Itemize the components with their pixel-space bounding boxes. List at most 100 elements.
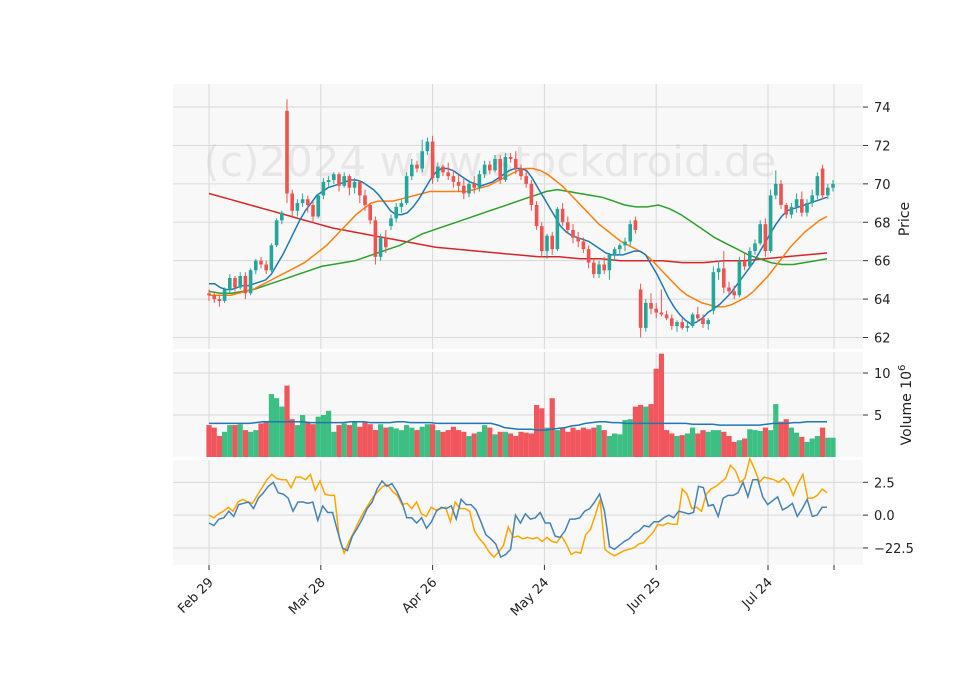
candle-body [508, 156, 513, 159]
candle [254, 258, 258, 275]
volume-bar [518, 431, 524, 457]
candle [300, 193, 305, 207]
candle [389, 214, 393, 230]
candle [831, 180, 835, 192]
volume-bar [476, 431, 482, 457]
volume-bar [362, 421, 368, 457]
volume-bar [346, 425, 352, 457]
candle [758, 220, 762, 246]
candle [649, 293, 653, 315]
candle-body [805, 203, 809, 213]
candle [768, 189, 773, 253]
candle [675, 320, 679, 332]
y-tick-label: 64 [874, 293, 891, 308]
volume-bar [674, 436, 680, 457]
candle-body [768, 195, 773, 252]
candle-body [248, 270, 253, 294]
volume-bar [430, 424, 436, 457]
volume-bar [456, 430, 462, 457]
candle [467, 180, 471, 198]
volume-bar [606, 436, 612, 457]
volume-bar [523, 432, 529, 457]
volume-bar [601, 430, 607, 457]
volume-bar [716, 430, 722, 457]
candle-body [815, 176, 820, 196]
volume-bar [580, 427, 586, 457]
date-tick-label: Mar 28 [286, 575, 329, 618]
candle [404, 172, 409, 205]
candle [560, 203, 565, 227]
volume-bar [237, 424, 243, 457]
candle [534, 201, 539, 230]
candle-body [420, 151, 424, 169]
volume-bar [544, 427, 550, 457]
candle-body [342, 176, 346, 186]
volume-bar [627, 419, 633, 457]
volume-bar [695, 433, 701, 457]
indicator-lines [208, 456, 828, 559]
volume-bar [679, 435, 685, 457]
candle [326, 176, 331, 188]
volume-bar [367, 424, 373, 457]
volume-bar [820, 427, 826, 457]
volume-bar [320, 415, 326, 457]
candle [748, 247, 752, 269]
candle-body [311, 204, 315, 217]
candle-body [586, 249, 591, 263]
candle-body [321, 181, 326, 196]
date-axis: Feb 29 Mar 28 Apr 26 May 24 Jun 25 Jul 24 [175, 565, 835, 619]
candle [800, 191, 804, 217]
y-tick-label: 66 [874, 255, 891, 270]
candle [566, 216, 570, 234]
volume-bar [393, 428, 399, 457]
volume-bar [554, 430, 560, 457]
candle-body [243, 276, 248, 294]
candle [623, 237, 627, 252]
date-tick-label: Apr 26 [399, 575, 440, 616]
candle [597, 260, 601, 278]
candle [488, 160, 492, 175]
volume-bar [227, 425, 233, 457]
candle-body [217, 299, 222, 301]
y-tick-label: 62 [874, 331, 891, 346]
candle [394, 203, 398, 223]
candle-body [238, 276, 242, 288]
candle [269, 243, 274, 273]
volume-bar [814, 436, 820, 457]
volume-bar [211, 427, 217, 457]
candle-body [696, 314, 700, 319]
candle-body [519, 168, 523, 177]
volume-bar [658, 353, 664, 457]
candle [716, 260, 721, 280]
volume-bar [326, 410, 332, 457]
candle [378, 233, 383, 261]
candle [664, 310, 669, 321]
volume-bar [757, 430, 763, 457]
volume-bar [258, 423, 264, 457]
volume-bar [409, 427, 415, 457]
date-tick-label: May 24 [508, 575, 552, 619]
volume-bar [700, 430, 706, 457]
candle [259, 256, 263, 269]
candle-body [716, 268, 721, 273]
candle-body [545, 235, 549, 252]
volume-bar [742, 438, 748, 457]
candle-body [451, 176, 456, 182]
candle-body [212, 295, 216, 300]
candle [571, 224, 575, 244]
candle [545, 233, 549, 259]
volume-bar [294, 425, 300, 457]
volume-bar [736, 440, 742, 457]
candle [576, 231, 580, 248]
candle-body [742, 260, 747, 267]
volume-bar [466, 436, 472, 457]
candle [706, 318, 710, 330]
candle-body [534, 204, 539, 227]
indicator-axis: −22.5 0.0 2.5 [863, 476, 914, 557]
volume-bar [638, 404, 644, 457]
volume-bar [669, 433, 675, 457]
candle [410, 158, 414, 181]
volume-bar [263, 421, 269, 457]
candle-body [378, 237, 383, 257]
candle [696, 306, 700, 323]
